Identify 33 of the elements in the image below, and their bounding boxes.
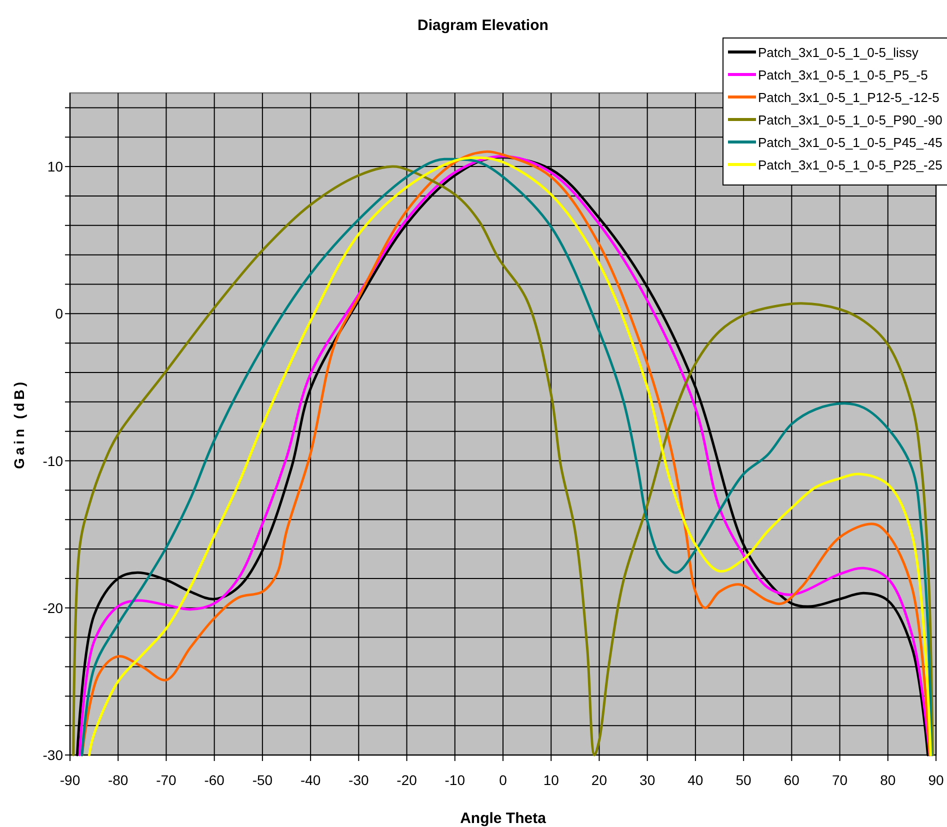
x-tick-label: 50 [736,772,752,788]
legend-label: Patch_3x1_0-5_1_0-5_P90_-90 [758,112,942,128]
y-tick-label: 10 [47,158,64,175]
legend-label: Patch_3x1_0-5_1_P12-5_-12-5 [758,90,940,105]
x-tick-label: -30 [348,772,369,788]
y-axis-title: Gain (dB) [11,379,27,469]
x-tick-label: -70 [156,772,177,788]
legend-label: Patch_3x1_0-5_1_0-5_lissy [758,45,919,60]
x-tick-label: 40 [688,772,704,788]
x-tick-label: 70 [832,772,848,788]
y-tick-label: -10 [42,452,64,469]
y-tick-label: 0 [55,306,64,322]
x-axis-title: Angle Theta [460,810,547,827]
legend-label: Patch_3x1_0-5_1_0-5_P25_-25 [758,158,942,172]
legend-label: Patch_3x1_0-5_1_0-5_P5_-5 [758,68,928,82]
x-tick-label: -20 [396,772,418,788]
y-tick-label: -20 [42,600,64,616]
x-tick-label: 80 [880,772,896,788]
x-tick-label: -40 [300,772,321,788]
x-tick-label: 90 [928,772,944,788]
x-tick-label: 30 [640,772,656,788]
chart-title: Diagram Elevation [418,17,548,34]
x-tick-label: 60 [784,772,800,788]
x-tick-label: 10 [543,772,560,788]
x-tick-label: -50 [252,772,273,788]
x-tick-label: 0 [499,772,508,788]
x-tick-label: -10 [444,772,466,788]
x-tick-label: -80 [108,772,128,788]
x-tick-label: -60 [204,772,225,788]
legend-label: Patch_3x1_0-5_1_0-5_P45_-45 [758,135,942,150]
x-tick-label: -90 [60,772,80,788]
y-tick-label: -30 [42,747,64,763]
x-tick-label: 20 [591,772,608,788]
